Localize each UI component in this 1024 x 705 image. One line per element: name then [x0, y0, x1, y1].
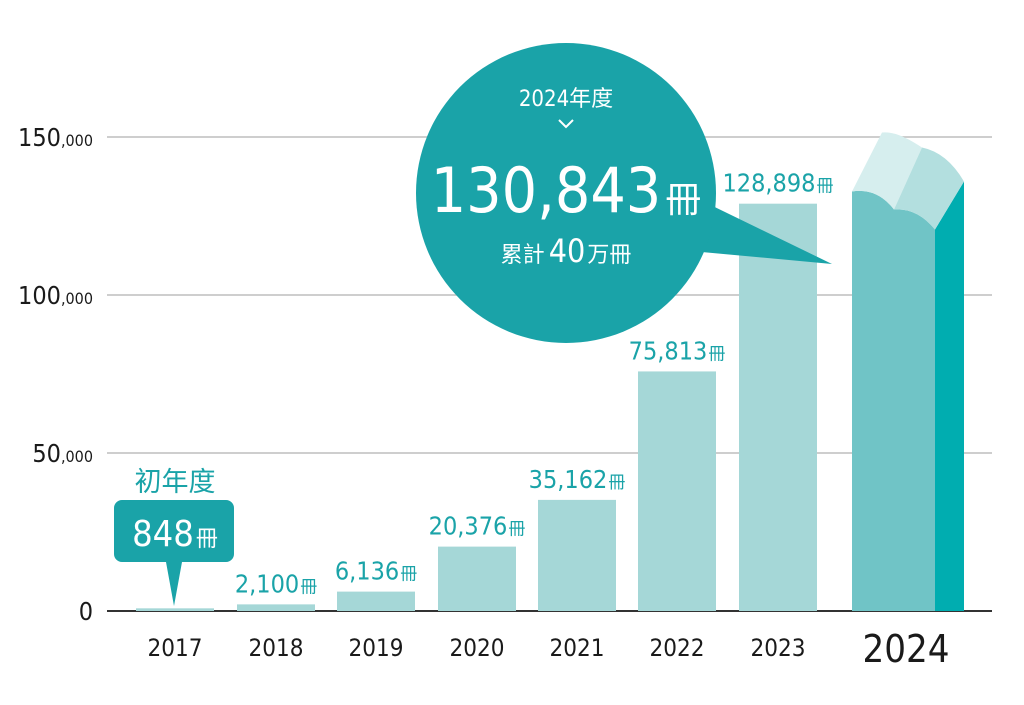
callout-value: 130,843	[431, 154, 662, 227]
x-tick-label-2017: 2017	[148, 634, 203, 662]
value-labels: 2,100冊6,136冊20,376冊35,162冊75,813冊128,898…	[235, 169, 834, 599]
bar-2023	[739, 203, 817, 612]
value-label-unit: 冊	[300, 577, 317, 597]
y-tick-suffix: ,000	[61, 289, 93, 308]
callout-pointer	[680, 195, 832, 264]
bar-2021	[538, 499, 616, 611]
callout-value-text: 130,843 冊	[431, 154, 702, 227]
callout-year-label: 2024年度	[519, 87, 613, 112]
x-tick-label-2018: 2018	[249, 634, 304, 662]
x-tick-label-2022: 2022	[650, 634, 705, 662]
x-tick-label-2024: 2024	[863, 627, 950, 671]
value-label-2020: 20,376冊	[429, 512, 526, 541]
x-tick-label-2021: 2021	[550, 634, 605, 662]
chevron-down-icon	[558, 119, 574, 129]
y-tick-label: 150,000	[18, 123, 93, 152]
value-label-2021: 35,162冊	[529, 465, 626, 494]
value-label-number: 35,162	[529, 465, 608, 494]
bar-2018	[237, 604, 315, 611]
bars	[136, 203, 817, 612]
value-label-2018: 2,100冊	[235, 569, 317, 598]
value-label-unit: 冊	[816, 177, 833, 197]
value-label-2023: 128,898冊	[723, 169, 834, 198]
value-label-unit: 冊	[708, 344, 725, 364]
y-tick-main: 50	[32, 439, 61, 468]
value-label-unit: 冊	[508, 520, 525, 540]
callout-circle	[416, 43, 716, 343]
callout-cumulative-suffix: 万冊	[587, 243, 631, 268]
highlight-bar-front	[852, 190, 935, 612]
y-tick-main: 150	[18, 123, 61, 152]
y-tick-main: 100	[18, 281, 61, 310]
x-tick-label-2023: 2023	[751, 634, 806, 662]
x-tick-label-2020: 2020	[450, 634, 505, 662]
y-tick-suffix: ,000	[61, 131, 93, 150]
y-tick-main: 0	[79, 597, 93, 626]
value-label-number: 2,100	[235, 569, 299, 598]
y-tick-label: 100,000	[18, 281, 93, 310]
value-label-unit: 冊	[608, 473, 625, 493]
bar-2022	[638, 371, 716, 611]
callout-cumulative-prefix: 累計	[501, 243, 545, 268]
value-label-number: 75,813	[629, 336, 708, 365]
value-label-number: 128,898	[723, 169, 816, 198]
book-page-left	[852, 132, 922, 210]
value-label-2022: 75,813冊	[629, 336, 726, 365]
bar-2019	[337, 591, 415, 611]
callout-unit: 冊	[665, 180, 701, 221]
callout-2024: 2024年度 130,843 冊 累計 40万冊	[416, 43, 832, 343]
first-year-heading: 初年度	[135, 467, 216, 498]
x-axis-labels: 2017 2018 2019 2020 2021 2022 2023 2024	[148, 627, 950, 671]
first-year-value-text: 848冊	[132, 514, 218, 555]
value-label-2019: 6,136冊	[335, 557, 417, 586]
bar-2017	[136, 608, 214, 611]
value-label-unit: 冊	[400, 565, 417, 585]
book-page-right	[894, 147, 964, 230]
x-tick-label-2019: 2019	[349, 634, 404, 662]
highlight-bar-side	[935, 181, 964, 611]
first-year-bubble	[114, 500, 234, 606]
first-year-value: 848	[132, 514, 194, 555]
value-label-number: 6,136	[335, 557, 399, 586]
y-tick-label: 50,000	[32, 439, 93, 468]
callout-cumulative-text: 累計 40万冊	[501, 232, 632, 270]
highlight-bar-2024	[852, 132, 964, 612]
first-year-unit: 冊	[196, 527, 218, 552]
y-tick-suffix: ,000	[61, 447, 93, 466]
bar-2020	[438, 546, 516, 611]
value-label-number: 20,376	[429, 512, 508, 541]
callout-cumulative-value: 40	[549, 232, 586, 270]
y-tick-label: 0	[79, 597, 93, 626]
first-year-annotation: 初年度 848冊	[114, 467, 234, 606]
